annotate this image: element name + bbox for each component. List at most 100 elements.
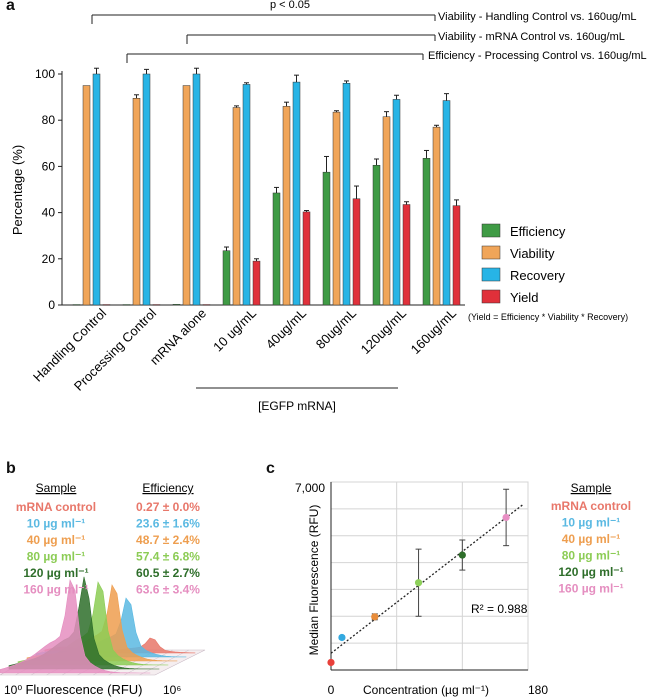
sample-label-5: 160 µg ml⁻¹ [23,583,88,597]
histogram-panel: Sample Efficiency mRNA control 0.27 ± 0.0… [0,481,206,697]
y-tick-label-4: 80 [42,113,56,127]
scatter-legend-title: Sample [571,481,612,495]
floor-grid-9 [139,649,190,676]
bar-viability-6 [382,116,391,306]
category-label-4: 40ug/mL [263,306,309,352]
histogram-x-max-label: 10⁶ [163,683,181,697]
bar-recovery-1 [142,73,151,306]
scatter-legend-item-1: 10 µg ml⁻¹ [562,516,621,530]
scatter-legend: mRNA control 10 µg ml⁻¹ 40 µg ml⁻¹ 80 µg ml… [551,499,631,596]
scatter-point-0 [327,658,335,667]
efficiency-value-2: 48.7 ± 2.4% [136,533,200,547]
scatter-legend-item-5: 160 µg ml⁻¹ [558,582,623,596]
bar-recovery-3 [242,84,251,306]
comparison-label-1: Viability - Handling Control vs. 160ug/m… [438,11,637,23]
efficiency-value-4: 60.5 ± 2.7% [136,566,200,580]
scatter-grid [330,481,529,671]
scatter-point-3 [414,579,423,587]
bar-viability-4 [282,106,291,306]
significance-label: p < 0.05 [270,0,310,11]
sample-header: Sample [36,481,77,495]
histogram-trace-5 [0,578,151,674]
scatter-point-4 [458,551,466,559]
bar-efficiency-1 [122,304,131,306]
efficiency-value-1: 23.6 ± 1.6% [136,517,200,531]
sample-label-0: mRNA control [16,500,96,514]
bar-viability-2 [182,85,191,306]
legend-swatch-viability [481,245,501,260]
y-tick-label-5: 100 [35,67,55,81]
sample-label-3: 80 µg ml⁻¹ [27,550,86,564]
bar-recovery-2 [192,73,201,306]
category-label-6: 120ug/mL [358,306,409,357]
bar-chart-bars [72,67,461,306]
bar-viability-1 [132,98,141,306]
bar-efficiency-3 [222,250,231,306]
scatter-points [327,488,523,667]
category-label-7: 160ug/mL [408,306,459,357]
y-tick-label-3: 60 [42,159,56,173]
comparison-label-2: Viability - mRNA Control vs. 160ug/mL [438,31,625,43]
floor-grid-8 [123,649,174,676]
sample-label-4: 120 µg ml⁻¹ [23,566,88,580]
bar-yield-0 [102,304,111,306]
scatter-x-min-label: 0 [328,683,335,697]
bar-yield-4 [302,211,311,306]
scatter-frame [330,481,529,671]
category-label-3: 10 ug/mL [210,306,259,355]
category-label-5: 80ug/mL [313,306,359,352]
bar-yield-7 [452,205,461,306]
legend-label-yield: Yield [510,290,538,305]
legend-label-recovery: Recovery [510,268,565,283]
scatter-panel: Median Fluorescence (RFU) 7,000 0 180 Co… [295,481,631,697]
scatter-point-5 [502,513,510,522]
scatter-legend-item-0: mRNA control [551,499,631,513]
scatter-legend-item-2: 40 µg ml⁻¹ [562,532,621,546]
scatter-x-axis-label: Concentration (µg ml⁻¹) [363,683,489,697]
bar-yield-2 [202,304,211,306]
legend-label-viability: Viability [510,246,555,261]
significance-brackets: p < 0.05 Viability - Handling Control vs… [91,0,647,63]
bar-efficiency-4 [272,192,281,306]
yield-formula: (Yield = Efficiency * Viability * Recove… [468,312,628,322]
bar-yield-1 [152,304,161,306]
bar-chart: p < 0.05 Viability - Handling Control vs… [10,0,647,413]
bar-efficiency-0 [72,304,81,306]
efficiency-value-3: 57.4 ± 6.8% [136,550,200,564]
bar-viability-7 [432,126,441,306]
group-label: [EGFP mRNA] [258,399,336,413]
efficiency-table: mRNA control 0.27 ± 0.0% 10 µg ml⁻¹ 23.6 ± … [16,500,200,597]
sample-label-1: 10 µg ml⁻¹ [27,517,86,531]
bar-viability-5 [332,111,341,306]
bar-yield-3 [252,260,261,306]
y-tick-label-1: 20 [42,252,56,266]
bar-chart-legend: Efficiency Viability Recovery Yield [481,223,566,305]
scatter-legend-item-3: 80 µg ml⁻¹ [562,549,621,563]
bar-recovery-5 [342,82,351,306]
scatter-point-1 [338,633,346,642]
bar-recovery-6 [392,99,401,306]
bar-efficiency-2 [172,304,181,306]
legend-swatch-yield [481,289,501,304]
comparison-label-3: Efficiency - Processing Control vs. 160u… [428,50,647,62]
panel-label-a: a [6,0,15,14]
legend-swatch-recovery [481,267,501,282]
bar-viability-0 [82,85,91,306]
panel-label-b: b [6,460,16,477]
bar-viability-3 [232,107,241,306]
legend-swatch-efficiency [481,223,501,238]
efficiency-value-5: 63.6 ± 3.4% [136,583,200,597]
trend-line [330,504,523,654]
y-tick-label-0: 0 [48,298,55,312]
histogram-overlay [0,576,206,676]
scatter-legend-item-4: 120 µg ml⁻¹ [558,565,623,579]
y-tick-label-2: 40 [42,206,56,220]
bar-recovery-7 [442,100,451,306]
scatter-point-2 [371,613,379,621]
sample-label-2: 40 µg ml⁻¹ [27,533,86,547]
bar-yield-6 [402,204,411,306]
bar-efficiency-7 [422,158,431,306]
bar-recovery-4 [292,81,301,306]
bar-efficiency-6 [372,164,381,306]
